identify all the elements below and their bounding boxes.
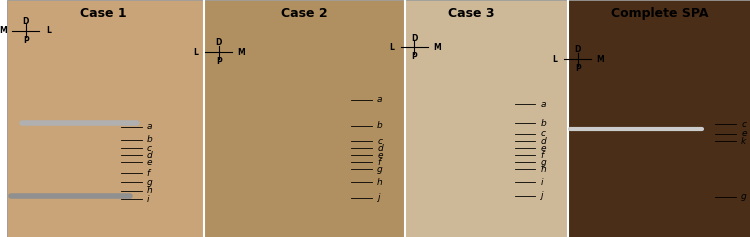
- Text: M: M: [433, 43, 441, 52]
- Bar: [8, 0, 204, 237]
- Text: P: P: [216, 57, 222, 66]
- Text: g: g: [541, 158, 546, 167]
- Text: Case 2: Case 2: [281, 7, 328, 20]
- Text: d: d: [147, 151, 152, 160]
- Text: j: j: [377, 193, 380, 202]
- Text: c: c: [377, 137, 382, 146]
- Text: e: e: [377, 151, 382, 160]
- Text: a: a: [541, 100, 546, 109]
- Text: g: g: [147, 178, 152, 187]
- Text: f: f: [541, 151, 544, 160]
- Bar: [404, 0, 568, 237]
- Text: M: M: [596, 55, 604, 64]
- Text: P: P: [22, 36, 28, 45]
- Text: P: P: [411, 52, 417, 61]
- Text: Case 1: Case 1: [80, 7, 127, 20]
- Text: Case 3: Case 3: [448, 7, 495, 20]
- Text: D: D: [574, 46, 580, 55]
- Text: f: f: [147, 169, 150, 178]
- Text: P: P: [574, 64, 580, 73]
- Text: i: i: [147, 195, 149, 204]
- Text: L: L: [194, 48, 199, 57]
- Bar: [204, 0, 404, 237]
- Text: h: h: [377, 178, 382, 187]
- Text: L: L: [553, 55, 557, 64]
- Text: b: b: [147, 135, 152, 144]
- Text: D: D: [216, 38, 222, 47]
- Text: a: a: [147, 122, 152, 131]
- Text: h: h: [541, 165, 546, 174]
- Text: e: e: [541, 144, 546, 153]
- Text: c: c: [541, 129, 545, 138]
- Text: i: i: [541, 178, 543, 187]
- Text: a: a: [377, 95, 382, 104]
- Text: D: D: [22, 17, 29, 26]
- Text: M: M: [0, 26, 7, 35]
- Text: d: d: [541, 137, 546, 146]
- Text: h: h: [147, 186, 152, 195]
- Text: f: f: [377, 158, 380, 167]
- Text: M: M: [238, 48, 245, 57]
- Text: g: g: [741, 192, 747, 201]
- Text: Complete SPA: Complete SPA: [610, 7, 708, 20]
- Text: e: e: [147, 158, 152, 167]
- Text: d: d: [377, 144, 382, 153]
- Text: k: k: [741, 137, 746, 146]
- Bar: [568, 0, 750, 237]
- Text: b: b: [541, 119, 546, 128]
- Text: j: j: [541, 191, 543, 200]
- Text: L: L: [46, 26, 51, 35]
- Text: L: L: [389, 43, 394, 52]
- Text: g: g: [377, 165, 382, 174]
- Text: b: b: [377, 121, 382, 130]
- Text: D: D: [411, 34, 418, 43]
- Text: e: e: [741, 129, 746, 138]
- Text: c: c: [741, 120, 746, 129]
- Text: c: c: [147, 144, 152, 153]
